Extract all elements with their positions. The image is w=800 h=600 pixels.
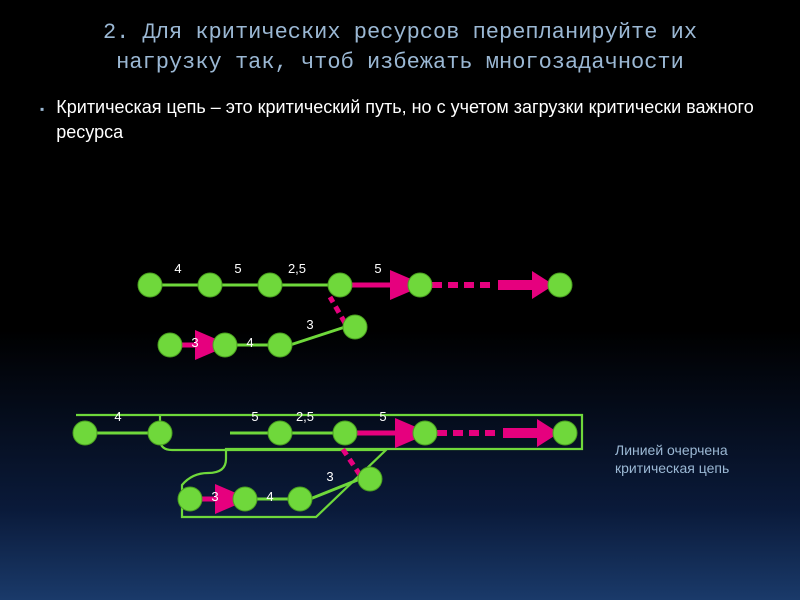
- bullet-block: ▪ Критическая цепь – это критический пут…: [0, 87, 800, 144]
- svg-text:4: 4: [266, 489, 273, 504]
- svg-text:5: 5: [251, 409, 258, 424]
- svg-text:4: 4: [114, 409, 121, 424]
- svg-text:2,5: 2,5: [288, 261, 306, 276]
- network-diagram: 4 5 2,5 5 3 4 3 4 5 2,5 5 3 4 3: [0, 255, 800, 585]
- svg-text:5: 5: [379, 409, 386, 424]
- caption-label: Линией очерчена критическая цепь: [615, 441, 765, 477]
- svg-text:3: 3: [191, 335, 198, 350]
- svg-text:4: 4: [174, 261, 181, 276]
- svg-text:5: 5: [234, 261, 241, 276]
- svg-text:3: 3: [306, 317, 313, 332]
- svg-text:3: 3: [326, 469, 333, 484]
- slide-title: 2. Для критических ресурсов перепланируй…: [0, 0, 800, 87]
- svg-text:2,5: 2,5: [296, 409, 314, 424]
- bullet-marker-icon: ▪: [40, 101, 44, 117]
- bullet-item: ▪ Критическая цепь – это критический пут…: [40, 95, 760, 144]
- diagram-area: 4 5 2,5 5 3 4 3 4 5 2,5 5 3 4 3 Линией очерчена крити…: [0, 255, 800, 585]
- bullet-text: Критическая цепь – это критический путь,…: [56, 95, 760, 144]
- svg-text:3: 3: [211, 489, 218, 504]
- svg-text:4: 4: [246, 335, 253, 350]
- svg-text:5: 5: [374, 261, 381, 276]
